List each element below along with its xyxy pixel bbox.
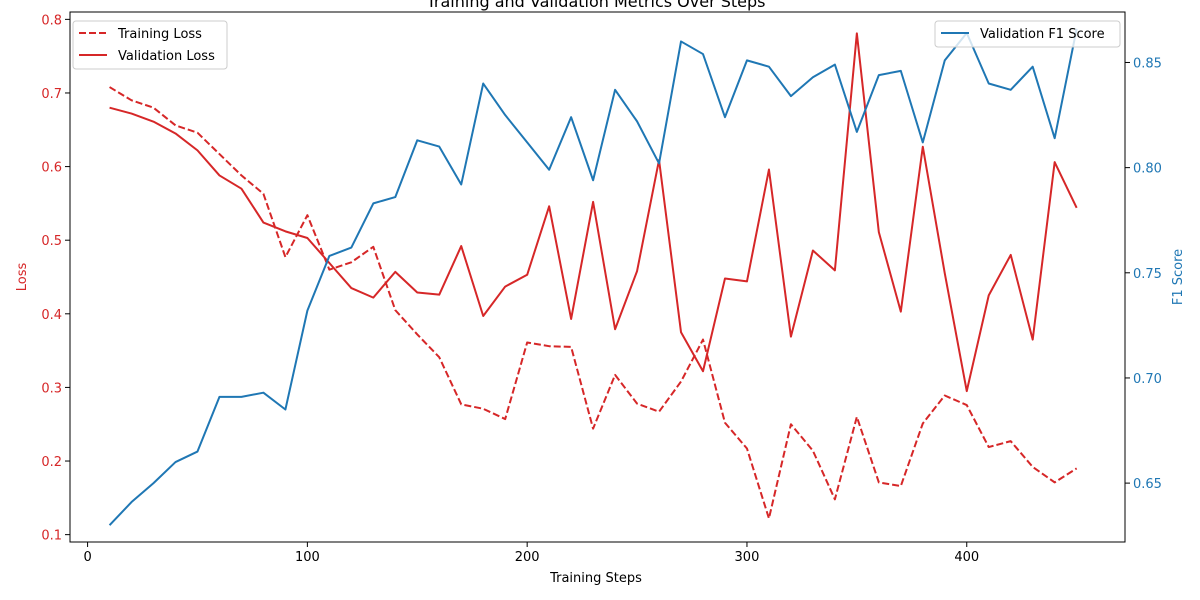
legend-loss-box	[72, 20, 228, 70]
y-left-tick-label: 0.7	[41, 87, 62, 102]
y-right-tick-label: 0.75	[1133, 267, 1162, 282]
y-axis-right: 0.65 0.70 0.75 0.80 0.85	[1125, 56, 1162, 492]
y-right-tick-label: 0.85	[1133, 56, 1162, 71]
y-left-tick-label: 0.5	[41, 234, 62, 249]
x-tick-label: 100	[295, 550, 320, 565]
y-left-tick-label: 0.1	[41, 529, 62, 544]
y-left-tick-label: 0.4	[41, 308, 62, 323]
x-axis: 0 100 200 300 400	[83, 542, 979, 565]
y-axis-left: 0.1 0.2 0.3 0.4 0.5 0.6 0.7 0.8	[41, 13, 70, 544]
y-left-tick-label: 0.2	[41, 455, 62, 470]
x-axis-title: Training Steps	[549, 571, 642, 586]
legend-f1: Validation F1 Score	[934, 20, 1121, 48]
series-line-validation-loss	[109, 32, 1078, 393]
plot-frame	[69, 11, 1126, 543]
y-left-tick-label: 0.8	[41, 13, 62, 28]
y-right-tick-label: 0.70	[1133, 372, 1162, 387]
y-right-tick-label: 0.65	[1133, 477, 1162, 492]
y-right-tick-label: 0.80	[1133, 162, 1162, 177]
x-tick-label: 200	[515, 550, 540, 565]
plot-lines	[108, 28, 1078, 526]
y-axis-right-title: F1 Score	[1171, 249, 1186, 305]
x-tick-label: 300	[735, 550, 760, 565]
series-line-validation-f1-score	[108, 28, 1078, 526]
legend-label-validation-f1: Validation F1 Score	[980, 27, 1105, 42]
y-left-tick-label: 0.6	[41, 161, 62, 176]
legend-loss: Training Loss Validation Loss	[72, 20, 228, 70]
legend-f1-box	[934, 20, 1121, 48]
x-tick-label: 400	[954, 550, 979, 565]
x-tick-label: 0	[83, 550, 91, 565]
y-left-tick-label: 0.3	[41, 381, 62, 396]
series-line-training-loss	[109, 86, 1078, 520]
legend-label-validation-loss: Validation Loss	[118, 49, 215, 64]
y-axis-left-title: Loss	[15, 263, 30, 292]
legend-label-training-loss: Training Loss	[117, 27, 202, 42]
chart-title: Training and Validation Metrics Over Ste…	[426, 0, 766, 11]
